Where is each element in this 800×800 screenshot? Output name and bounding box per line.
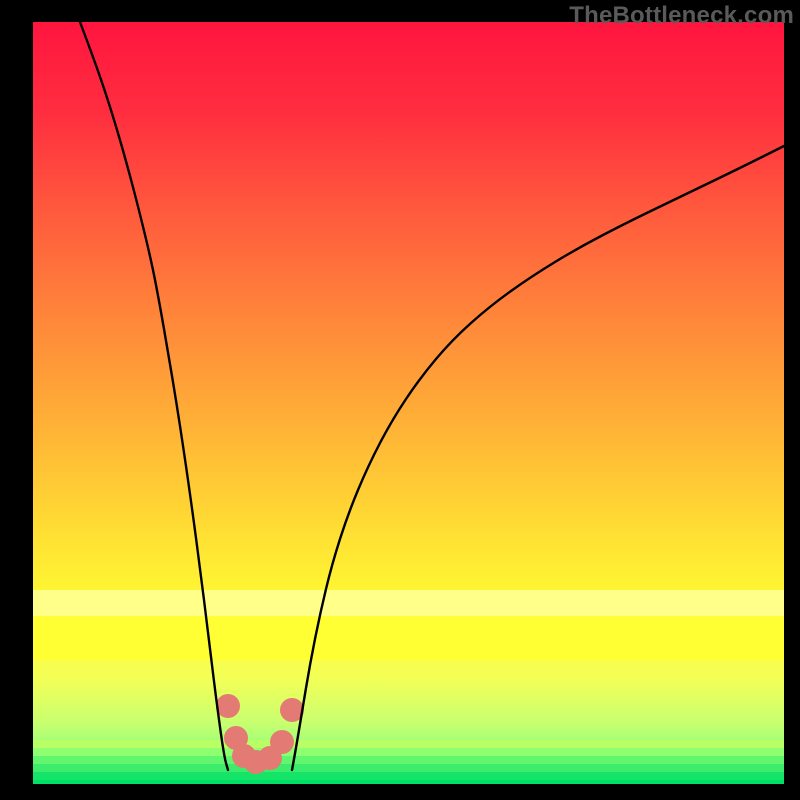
plot-area [33,22,784,784]
bottom-band-3 [33,748,784,756]
chart-svg [0,0,800,800]
bottom-band-2 [33,740,784,748]
bottom-band-6 [33,772,784,780]
bottom-band-5 [33,764,784,772]
chart-stage: TheBottleneck.com [0,0,800,800]
trough-marker-5 [270,730,294,754]
trough-marker-0 [216,694,240,718]
bottom-band-0 [33,590,784,616]
watermark-text: TheBottleneck.com [569,2,794,30]
bottom-band-7 [33,780,784,784]
bottom-band-4 [33,756,784,764]
bottom-band-1 [33,616,784,660]
